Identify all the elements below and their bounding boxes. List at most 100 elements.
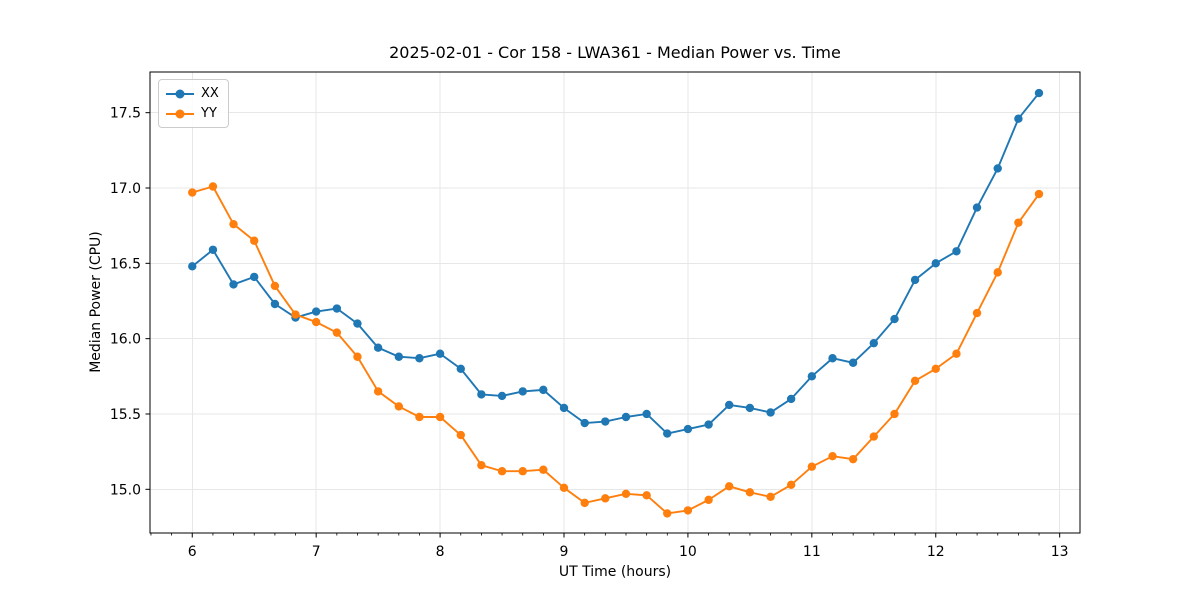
data-point-XX bbox=[435, 349, 445, 358]
data-point-YY bbox=[208, 182, 218, 191]
data-point-YY bbox=[1034, 189, 1044, 199]
data-point-XX bbox=[993, 164, 1002, 173]
legend-marker-dot-icon bbox=[175, 89, 185, 98]
data-point-YY bbox=[786, 480, 796, 489]
y-tick-label: 15.5 bbox=[110, 407, 141, 423]
data-point-XX bbox=[704, 420, 713, 429]
x-tick-label: 9 bbox=[560, 544, 569, 560]
data-point-YY bbox=[477, 461, 486, 470]
data-point-YY bbox=[972, 308, 982, 318]
data-point-XX bbox=[188, 262, 197, 271]
data-point-XX bbox=[539, 385, 548, 395]
x-tick-label: 13 bbox=[1051, 544, 1069, 560]
series-line-YY bbox=[191, 185, 1040, 515]
data-point-YY bbox=[1014, 218, 1023, 227]
data-point-YY bbox=[435, 412, 445, 422]
data-point-XX bbox=[869, 338, 878, 348]
data-point-YY bbox=[497, 467, 507, 476]
data-point-XX bbox=[642, 409, 651, 419]
data-point-XX bbox=[497, 391, 507, 401]
y-axis-label: Median Power (CPU) bbox=[88, 231, 104, 373]
data-point-XX bbox=[766, 408, 775, 417]
data-point-XX bbox=[270, 299, 280, 309]
x-tick-label: 7 bbox=[312, 544, 321, 560]
data-point-YY bbox=[539, 465, 548, 474]
data-point-XX bbox=[415, 354, 424, 363]
data-point-XX bbox=[477, 390, 486, 399]
data-point-YY bbox=[332, 328, 342, 337]
data-point-XX bbox=[910, 275, 920, 285]
data-point-XX bbox=[373, 343, 383, 352]
chart-title: 2025-02-01 - Cor 158 - LWA361 - Median P… bbox=[389, 43, 841, 62]
data-point-YY bbox=[724, 482, 734, 491]
data-point-XX bbox=[229, 280, 238, 289]
legend-marker-dot-icon bbox=[175, 109, 185, 118]
y-tick-label: 16.5 bbox=[110, 256, 141, 272]
plot-border bbox=[149, 71, 1081, 534]
data-point-XX bbox=[559, 403, 569, 413]
y-tick-label: 17.5 bbox=[110, 106, 141, 122]
data-point-YY bbox=[601, 494, 610, 503]
data-point-XX bbox=[394, 352, 404, 361]
data-point-YY bbox=[848, 454, 858, 464]
data-point-YY bbox=[415, 412, 424, 422]
data-point-YY bbox=[993, 268, 1002, 277]
x-tick-label: 11 bbox=[803, 544, 821, 560]
data-point-XX bbox=[724, 400, 734, 410]
data-point-YY bbox=[270, 281, 280, 291]
data-point-XX bbox=[332, 304, 342, 313]
data-point-YY bbox=[580, 498, 589, 508]
data-point-XX bbox=[1014, 114, 1023, 123]
data-point-XX bbox=[952, 247, 961, 256]
data-point-XX bbox=[683, 424, 693, 434]
data-point-XX bbox=[518, 387, 527, 396]
y-tick-label: 15.0 bbox=[110, 482, 141, 498]
data-point-XX bbox=[353, 319, 362, 328]
data-point-XX bbox=[580, 418, 589, 428]
x-tick-label: 8 bbox=[436, 544, 445, 560]
data-point-XX bbox=[250, 272, 259, 282]
data-point-YY bbox=[704, 495, 713, 505]
data-point-XX bbox=[621, 412, 631, 422]
data-point-YY bbox=[250, 236, 259, 245]
data-point-YY bbox=[188, 188, 197, 197]
data-point-XX bbox=[1034, 88, 1044, 98]
data-point-YY bbox=[621, 489, 631, 499]
data-point-YY bbox=[291, 310, 300, 319]
data-point-YY bbox=[353, 352, 362, 361]
legend-line-marker-icon bbox=[166, 89, 194, 98]
x-tick-label: 12 bbox=[927, 544, 945, 560]
data-point-XX bbox=[807, 372, 817, 381]
data-point-YY bbox=[683, 506, 693, 515]
data-point-XX bbox=[601, 417, 610, 426]
data-point-XX bbox=[848, 358, 858, 367]
data-point-YY bbox=[931, 364, 940, 373]
data-point-XX bbox=[208, 245, 218, 254]
legend-label: YY bbox=[201, 106, 217, 121]
legend-label: XX bbox=[201, 86, 219, 101]
data-point-YY bbox=[559, 483, 569, 492]
data-point-XX bbox=[311, 307, 321, 316]
data-point-YY bbox=[910, 376, 920, 386]
data-point-YY bbox=[518, 467, 527, 476]
legend: XX YY bbox=[158, 79, 229, 128]
data-point-YY bbox=[642, 491, 651, 500]
data-point-XX bbox=[890, 314, 899, 324]
data-point-XX bbox=[663, 429, 672, 438]
data-point-XX bbox=[972, 203, 982, 212]
data-point-YY bbox=[952, 349, 961, 358]
legend-line-marker-icon bbox=[166, 109, 194, 118]
data-point-YY bbox=[311, 317, 321, 327]
data-point-YY bbox=[663, 509, 672, 518]
data-point-YY bbox=[456, 430, 465, 440]
data-point-YY bbox=[229, 219, 238, 229]
legend-entry: YY bbox=[166, 104, 219, 123]
data-point-YY bbox=[394, 402, 404, 411]
legend-entry: XX bbox=[166, 84, 219, 103]
data-point-XX bbox=[828, 354, 837, 363]
data-point-YY bbox=[766, 492, 775, 502]
x-tick-label: 10 bbox=[679, 544, 697, 560]
x-axis-label: UT Time (hours) bbox=[558, 564, 672, 580]
data-point-XX bbox=[786, 394, 796, 404]
